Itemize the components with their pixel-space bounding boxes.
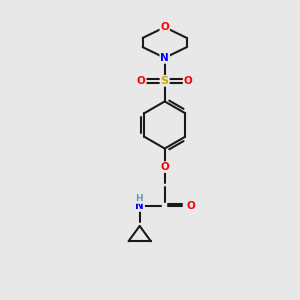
Text: O: O — [184, 76, 193, 86]
Text: O: O — [137, 76, 146, 86]
Text: N: N — [160, 53, 169, 63]
Text: H: H — [135, 194, 143, 203]
Text: N: N — [135, 201, 144, 211]
Text: S: S — [161, 76, 169, 86]
Text: O: O — [186, 201, 195, 211]
Text: O: O — [160, 162, 169, 172]
Text: O: O — [160, 22, 169, 32]
